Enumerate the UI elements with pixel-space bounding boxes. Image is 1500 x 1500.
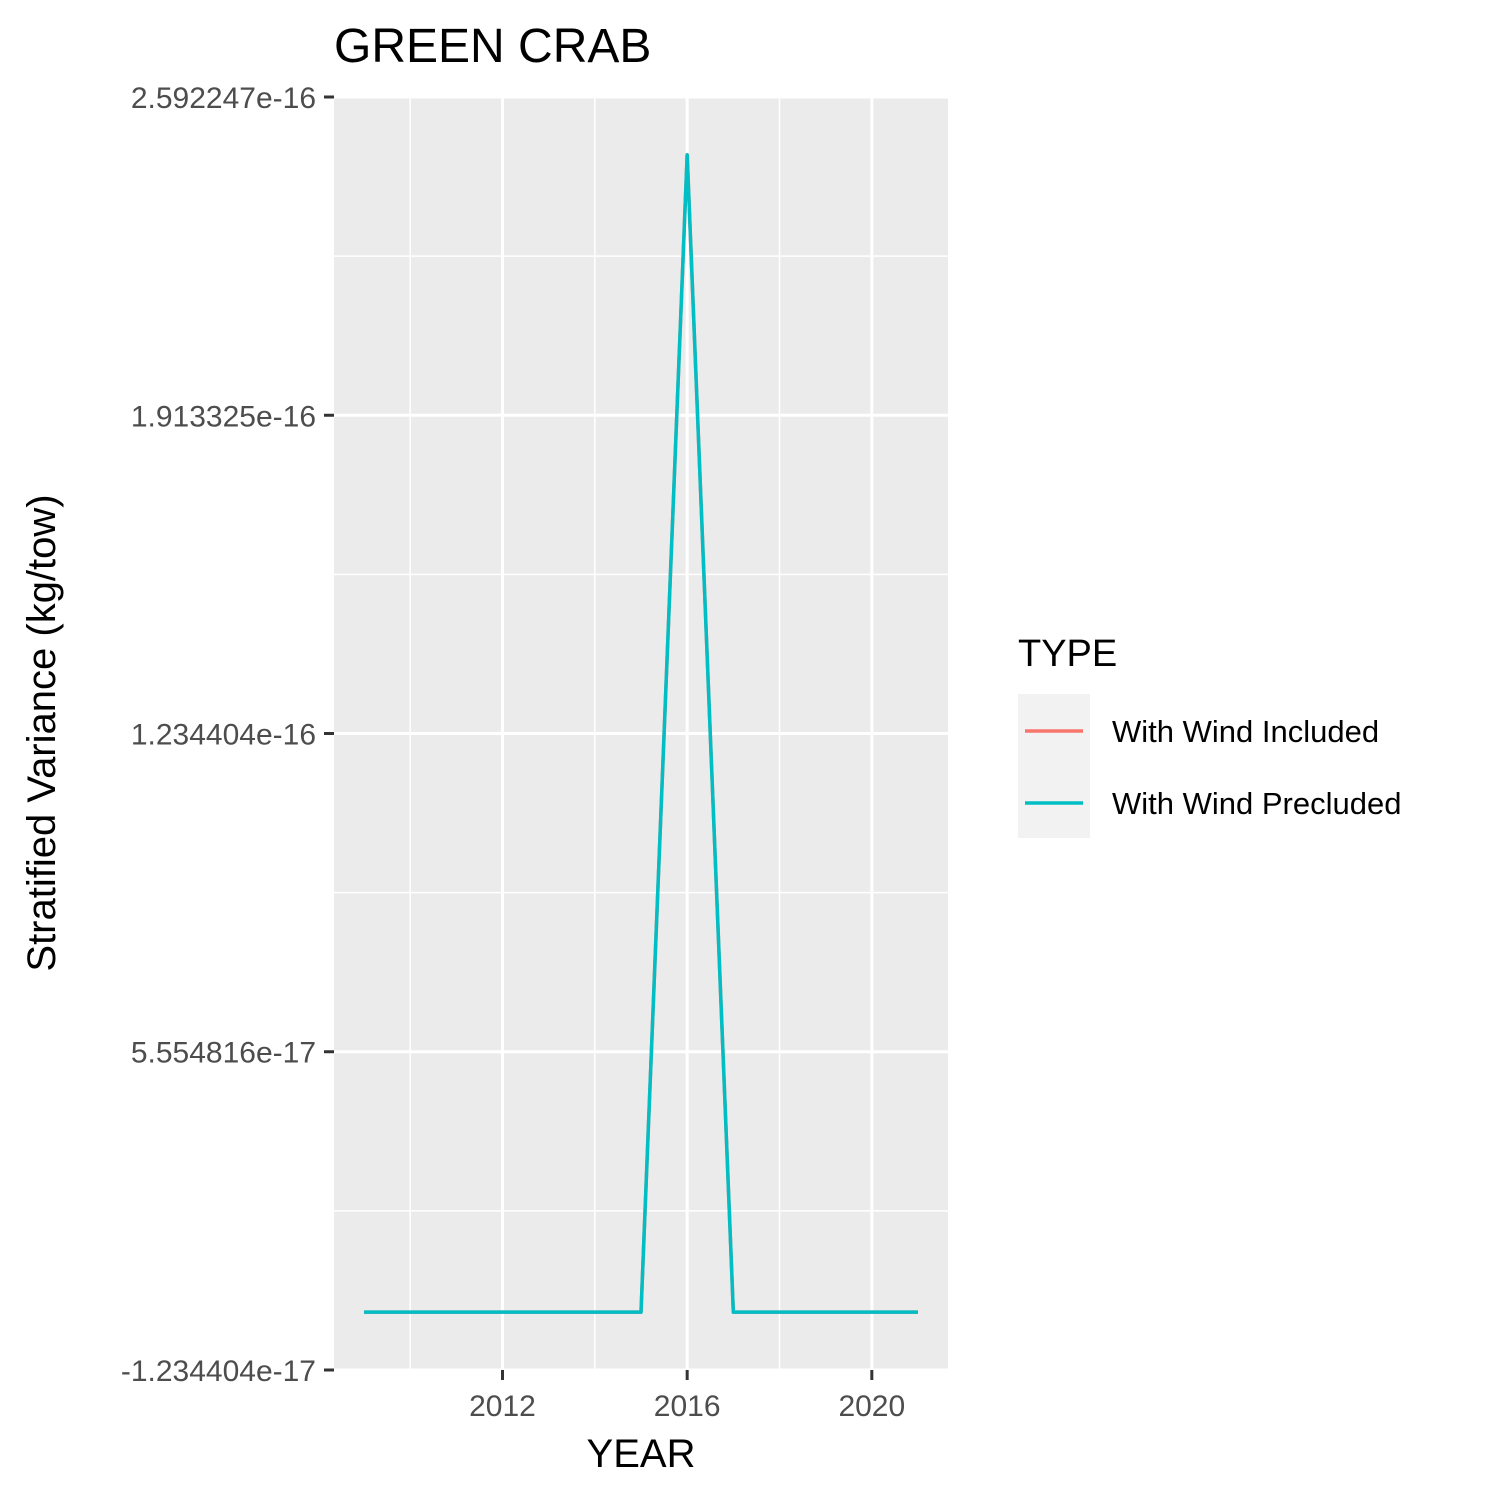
y-tick-label: -1.234404e-17 xyxy=(121,1355,316,1388)
y-tick-label: 2.592247e-16 xyxy=(131,82,316,115)
y-tick-label: 5.554816e-17 xyxy=(131,1037,316,1070)
x-axis-title: YEAR xyxy=(587,1432,696,1476)
legend-title: TYPE xyxy=(1018,633,1117,675)
x-tick-label: 2012 xyxy=(469,1390,536,1423)
y-tick-label: 1.913325e-16 xyxy=(131,400,316,433)
series-line-1 xyxy=(364,153,918,1314)
legend-key-background xyxy=(1018,694,1090,838)
x-tick-label: 2020 xyxy=(838,1390,905,1423)
series-lines xyxy=(364,153,918,1314)
legend-label-1: With Wind Precluded xyxy=(1112,786,1401,821)
legend-label-0: With Wind Included xyxy=(1112,714,1379,749)
y-axis: -1.234404e-17 5.554816e-17 1.234404e-16 1.9… xyxy=(121,82,334,1388)
y-tick-label: 1.234404e-16 xyxy=(131,718,316,751)
legend: TYPE With Wind Included With Wind Preclud… xyxy=(1018,633,1401,838)
y-axis-title: Stratified Variance (kg/tow) xyxy=(20,494,64,971)
major-gridlines xyxy=(334,95,948,1372)
chart-title: GREEN CRAB xyxy=(334,20,651,73)
x-axis: 2012 2016 2020 xyxy=(469,1370,905,1423)
x-tick-label: 2016 xyxy=(654,1390,721,1423)
